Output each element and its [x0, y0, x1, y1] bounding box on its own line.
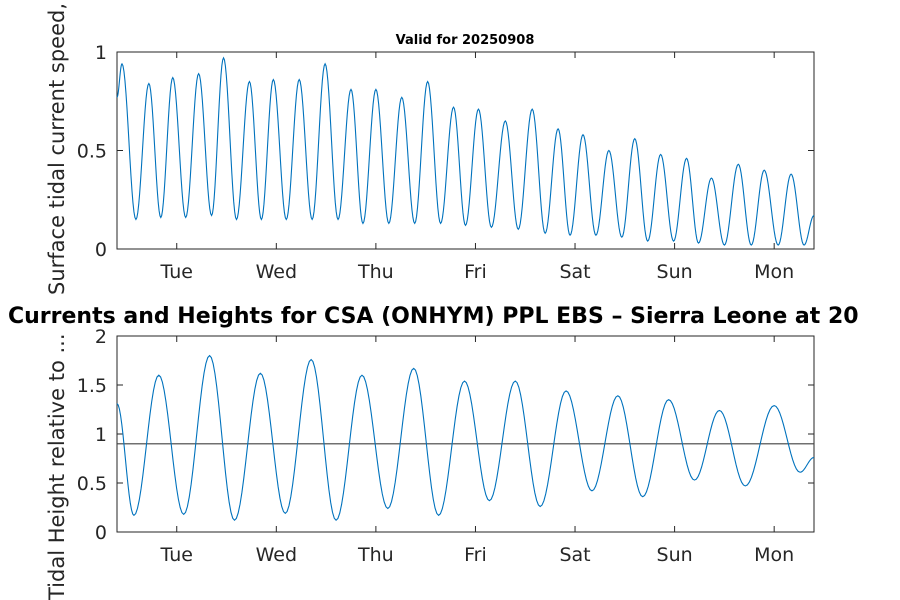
tidal-height-ylabel: Tidal Height relative to ...: [45, 334, 69, 600]
x-tick-label: Tue: [160, 261, 193, 283]
y-tick-label: 0.5: [77, 473, 107, 495]
current-speed-title: Valid for 20250908: [396, 33, 535, 48]
y-tick-label: 0: [95, 522, 107, 544]
x-tick-label: Sat: [559, 544, 590, 566]
y-tick-label: 1.5: [77, 375, 107, 397]
x-tick-label: Thu: [357, 261, 394, 283]
tidal-height-panel: Tue Wed Thu Fri Sat Sun Mon 0 0.5 1 1.5 2: [77, 326, 815, 566]
x-tick-label: Mon: [754, 544, 794, 566]
tidal-height-axes-box: [116, 335, 815, 533]
y-tick-label: 0: [95, 239, 107, 261]
x-tick-label: Sun: [657, 261, 693, 283]
current-speed-ylabel: Surface tidal current speed, kn: [45, 0, 69, 295]
x-tick-label: Sun: [657, 544, 693, 566]
tidal-height-ticks: Tue Wed Thu Fri Sat Sun Mon 0 0.5 1 1.5 2: [77, 326, 814, 566]
x-tick-label: Fri: [464, 544, 487, 566]
x-tick-label: Sat: [559, 261, 590, 283]
x-tick-label: Wed: [256, 261, 297, 283]
y-tick-label: 2: [95, 326, 107, 348]
x-tick-label: Wed: [256, 544, 297, 566]
x-tick-label: Fri: [464, 261, 487, 283]
tidal-height-line: [116, 354, 815, 522]
x-tick-label: Tue: [160, 544, 193, 566]
current-speed-panel: Valid for 20250908 Tue Wed Thu Fri Sat Sun Mon…: [77, 33, 815, 283]
y-tick-label: 1: [95, 42, 107, 64]
y-tick-label: 0.5: [77, 141, 107, 163]
figure-title: Currents and Heights for CSA (ONHYM) PPL…: [8, 304, 859, 329]
y-tick-label: 1: [95, 424, 107, 446]
x-tick-label: Thu: [357, 544, 394, 566]
x-tick-label: Mon: [754, 261, 794, 283]
current-speed-line: [116, 56, 815, 246]
current-speed-axes-box: [116, 51, 815, 250]
current-speed-ticks: Tue Wed Thu Fri Sat Sun Mon 0 0.5 1: [77, 42, 814, 283]
